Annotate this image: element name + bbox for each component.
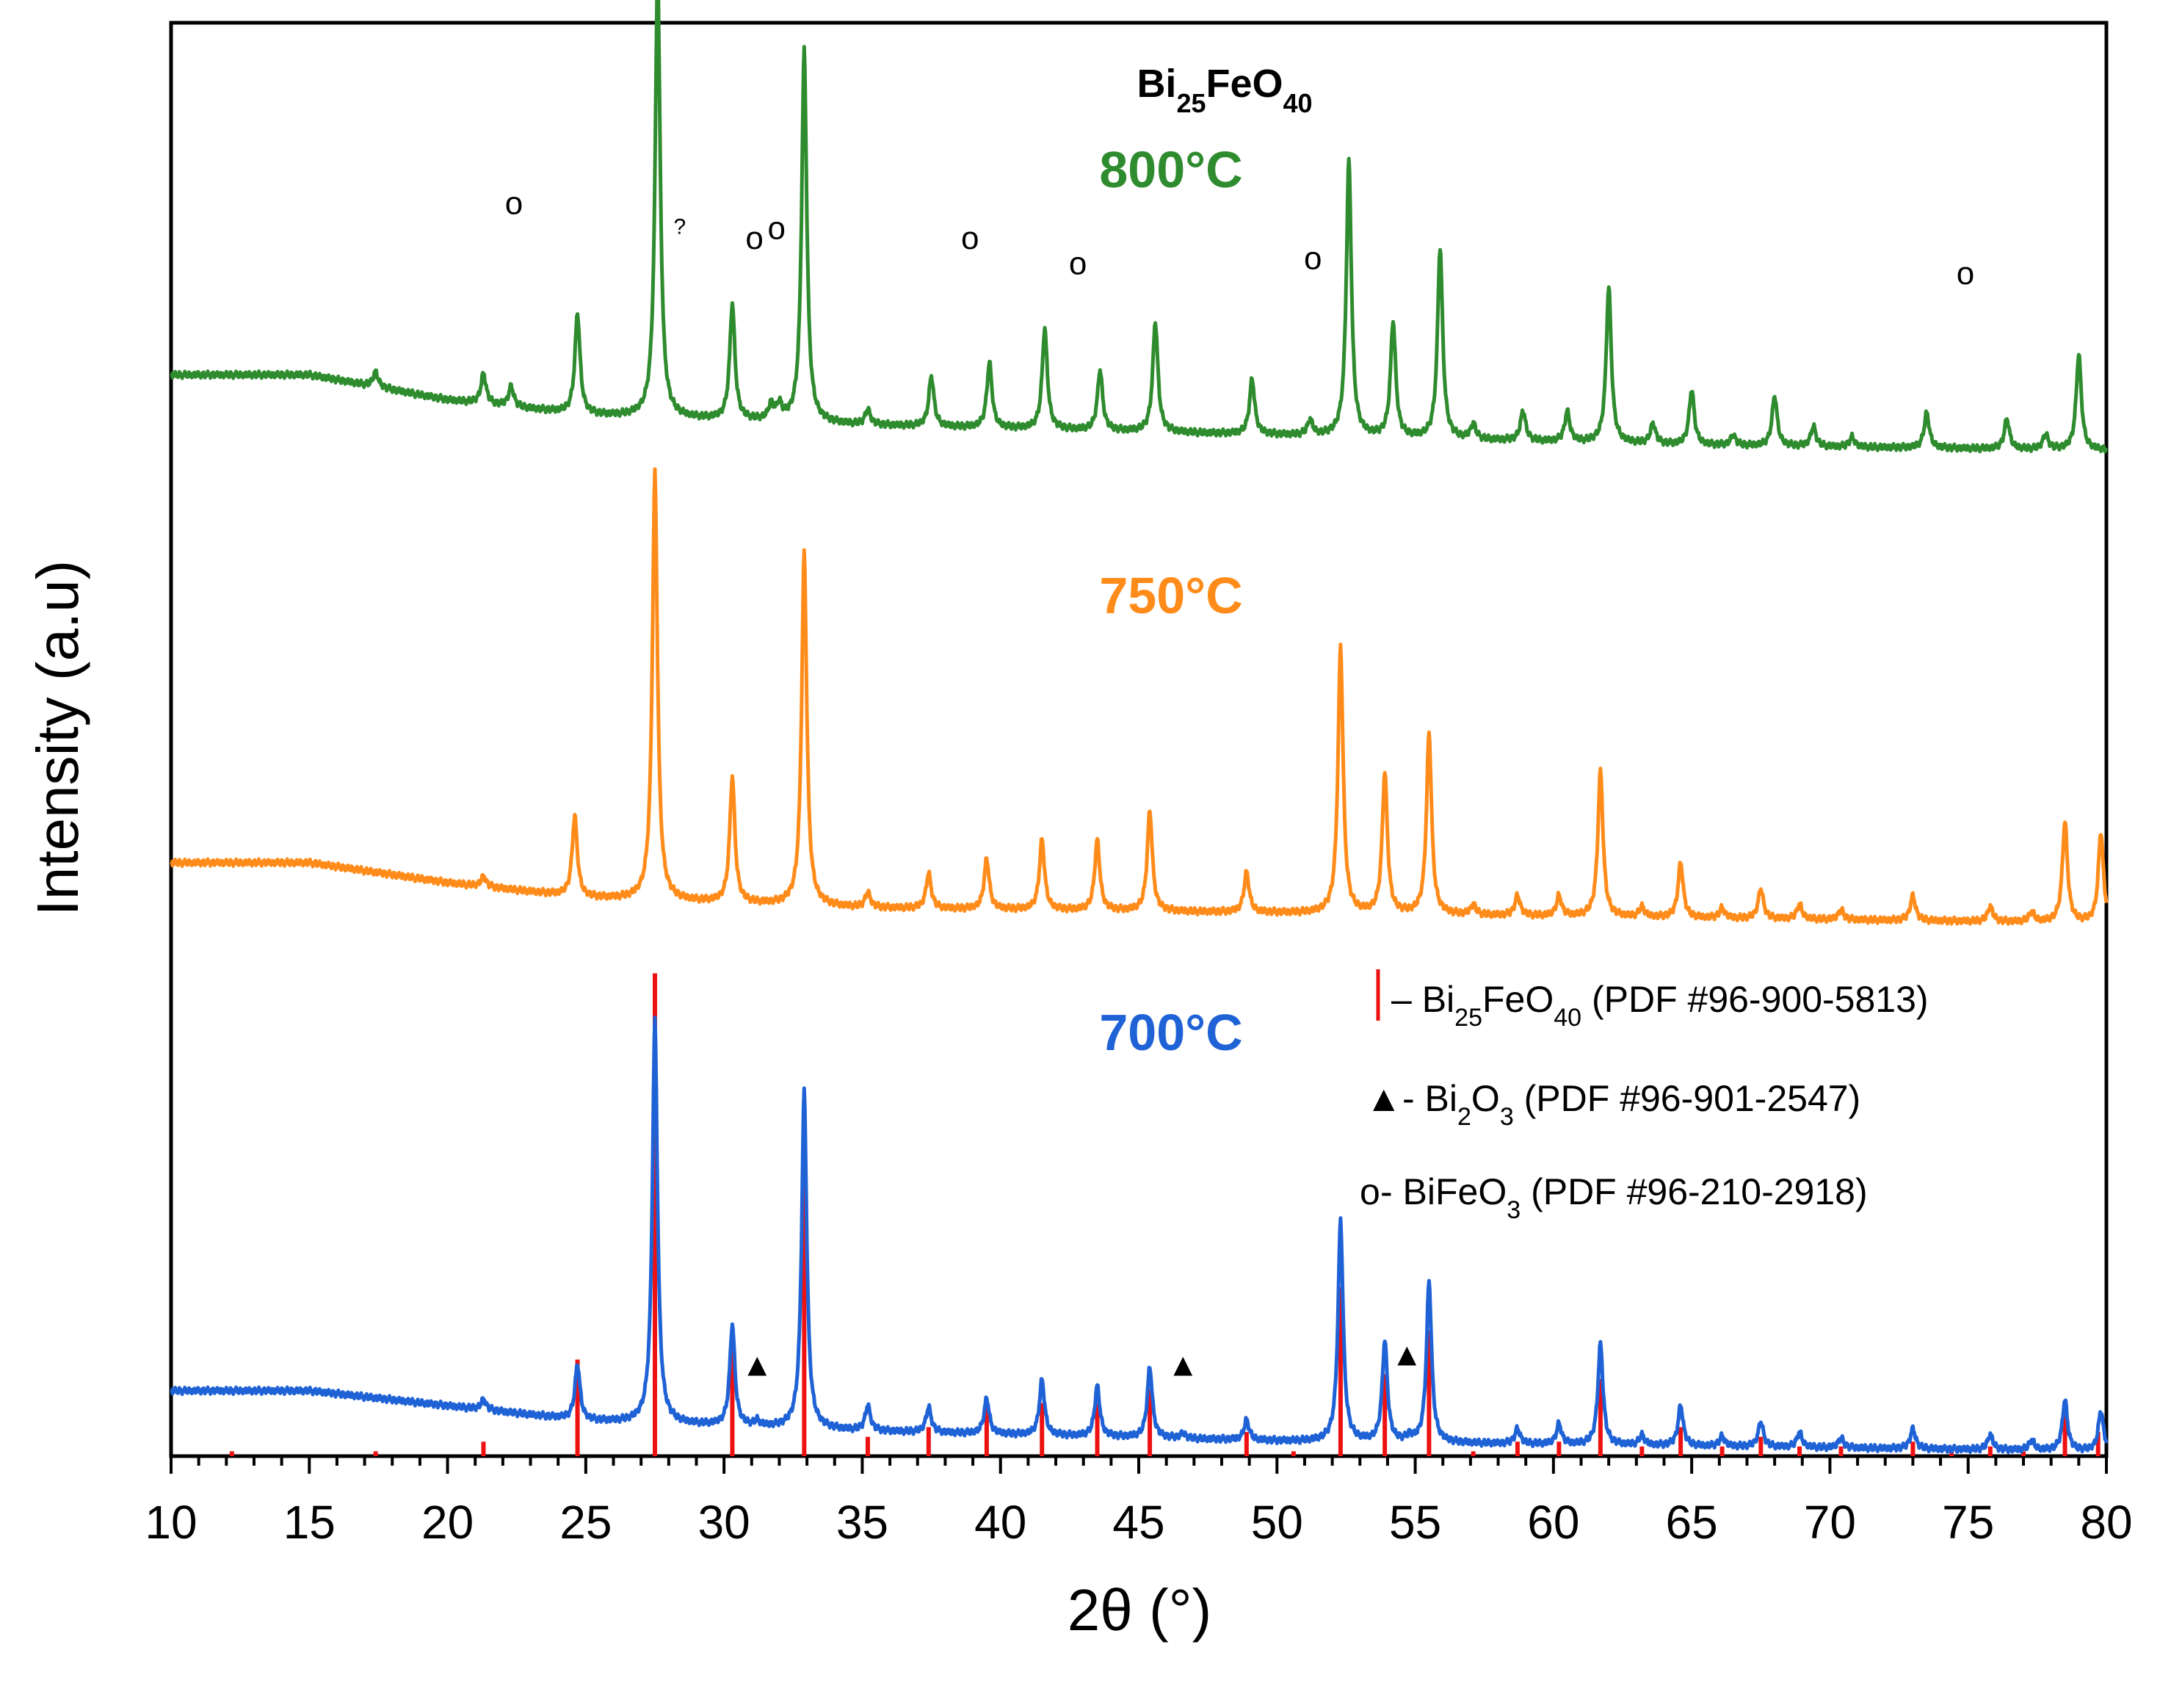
bifeo3-marker-5: o [1304, 241, 1322, 277]
phase-markers: oo o oo o o▲ ▲ ▲? [505, 185, 1974, 1383]
bifeo3-marker-1: o [745, 220, 763, 256]
bi2o3-marker-1: ▲ [1167, 1347, 1199, 1383]
x-tick-label-70: 70 [1804, 1496, 1856, 1549]
x-tick-label-30: 30 [698, 1496, 750, 1549]
x-axis-ticks [170, 1456, 2108, 1474]
x-tick-label-60: 60 [1527, 1496, 1579, 1549]
bifeo3-marker-3: o [961, 220, 979, 256]
series-line-800-c [170, 0, 2109, 454]
series-label-800-c: 800°C [1099, 141, 1242, 198]
legend-entry-bifeo3: - BiFeO3 (PDF #96-210-2918) [1380, 1171, 1868, 1224]
series-lines [170, 0, 2109, 1455]
unknown-marker-0: ? [674, 215, 686, 239]
x-tick-label-35: 35 [836, 1496, 888, 1549]
x-axis-title: 2θ (°) [1068, 1577, 1211, 1643]
legend: – Bi25FeO40 (PDF #96-900-5813) ▲ - Bi2O3… [1360, 969, 1929, 1224]
series-line-750-c [170, 467, 2109, 926]
x-tick-label-40: 40 [974, 1496, 1026, 1549]
series-label-700-c: 700°C [1099, 1004, 1242, 1061]
bi2o3-marker-2: ▲ [1391, 1337, 1423, 1373]
x-tick-label-80: 80 [2080, 1496, 2132, 1549]
bifeo3-marker-0: o [505, 185, 523, 221]
x-tick-label-10: 10 [145, 1496, 197, 1549]
bifeo3-marker-4: o [1069, 245, 1087, 281]
series-label-750-c: 750°C [1099, 567, 1242, 624]
series-line-700-c [170, 1016, 2109, 1455]
x-tick-label-25: 25 [559, 1496, 612, 1549]
y-axis-title: Intensity (a.u) [25, 560, 90, 916]
bi2o3-marker-0: ▲ [742, 1347, 774, 1383]
bifeo3-marker-6: o [1957, 256, 1974, 292]
x-tick-label-50: 50 [1251, 1496, 1303, 1549]
x-axis-tick-labels: 10 15 20 25 30 35 40 45 50 55 60 65 70 75 80 [145, 1496, 2132, 1549]
chart-title: Bi25FeO40 [1137, 62, 1312, 118]
legend-marker-triangle: ▲ [1366, 1078, 1402, 1119]
x-tick-label-45: 45 [1112, 1496, 1164, 1549]
x-tick-label-15: 15 [283, 1496, 336, 1549]
x-tick-label-75: 75 [1942, 1496, 1994, 1549]
x-tick-label-20: 20 [421, 1496, 474, 1549]
legend-entry-bi2o3: - Bi2O3 (PDF #96-901-2547) [1402, 1078, 1860, 1131]
x-tick-label-65: 65 [1666, 1496, 1718, 1549]
series-labels: 800°C 750°C 700°C [1099, 141, 1242, 1061]
legend-entry-bi25feo40: – Bi25FeO40 (PDF #96-900-5813) [1391, 979, 1929, 1032]
bifeo3-marker-2: o [767, 211, 785, 247]
legend-marker-circle: o [1360, 1171, 1380, 1212]
x-tick-label-55: 55 [1389, 1496, 1441, 1549]
